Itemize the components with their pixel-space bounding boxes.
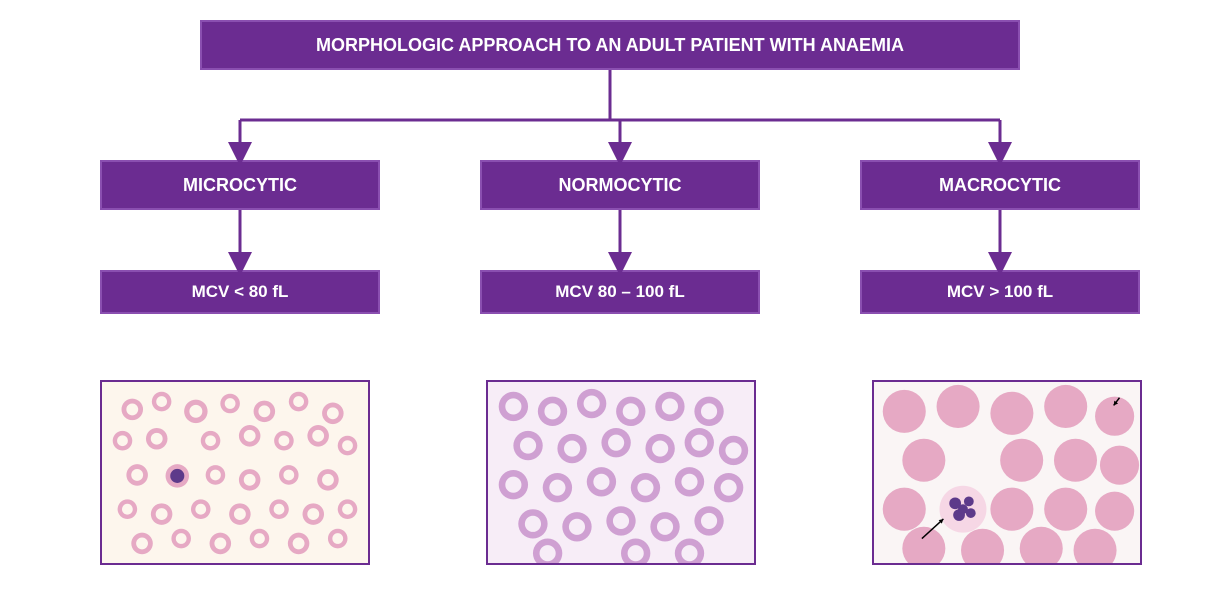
value-microcytic: MCV < 80 fL: [100, 270, 380, 314]
title-text: MORPHOLOGIC APPROACH TO AN ADULT PATIENT…: [316, 35, 904, 56]
value-macrocytic: MCV > 100 fL: [860, 270, 1140, 314]
category-macrocytic: MACROCYTIC: [860, 160, 1140, 210]
title-box: MORPHOLOGIC APPROACH TO AN ADULT PATIENT…: [200, 20, 1020, 70]
blood-smear-microcytic: [100, 380, 370, 565]
value-macrocytic-label: MCV > 100 fL: [947, 282, 1053, 302]
category-macrocytic-label: MACROCYTIC: [939, 175, 1061, 196]
value-normocytic: MCV 80 – 100 fL: [480, 270, 760, 314]
category-microcytic-label: MICROCYTIC: [183, 175, 297, 196]
category-microcytic: MICROCYTIC: [100, 160, 380, 210]
blood-smear-macrocytic: [872, 380, 1142, 565]
value-microcytic-label: MCV < 80 fL: [192, 282, 289, 302]
value-normocytic-label: MCV 80 – 100 fL: [555, 282, 684, 302]
blood-smear-normocytic: [486, 380, 756, 565]
category-normocytic: NORMOCYTIC: [480, 160, 760, 210]
category-normocytic-label: NORMOCYTIC: [559, 175, 682, 196]
